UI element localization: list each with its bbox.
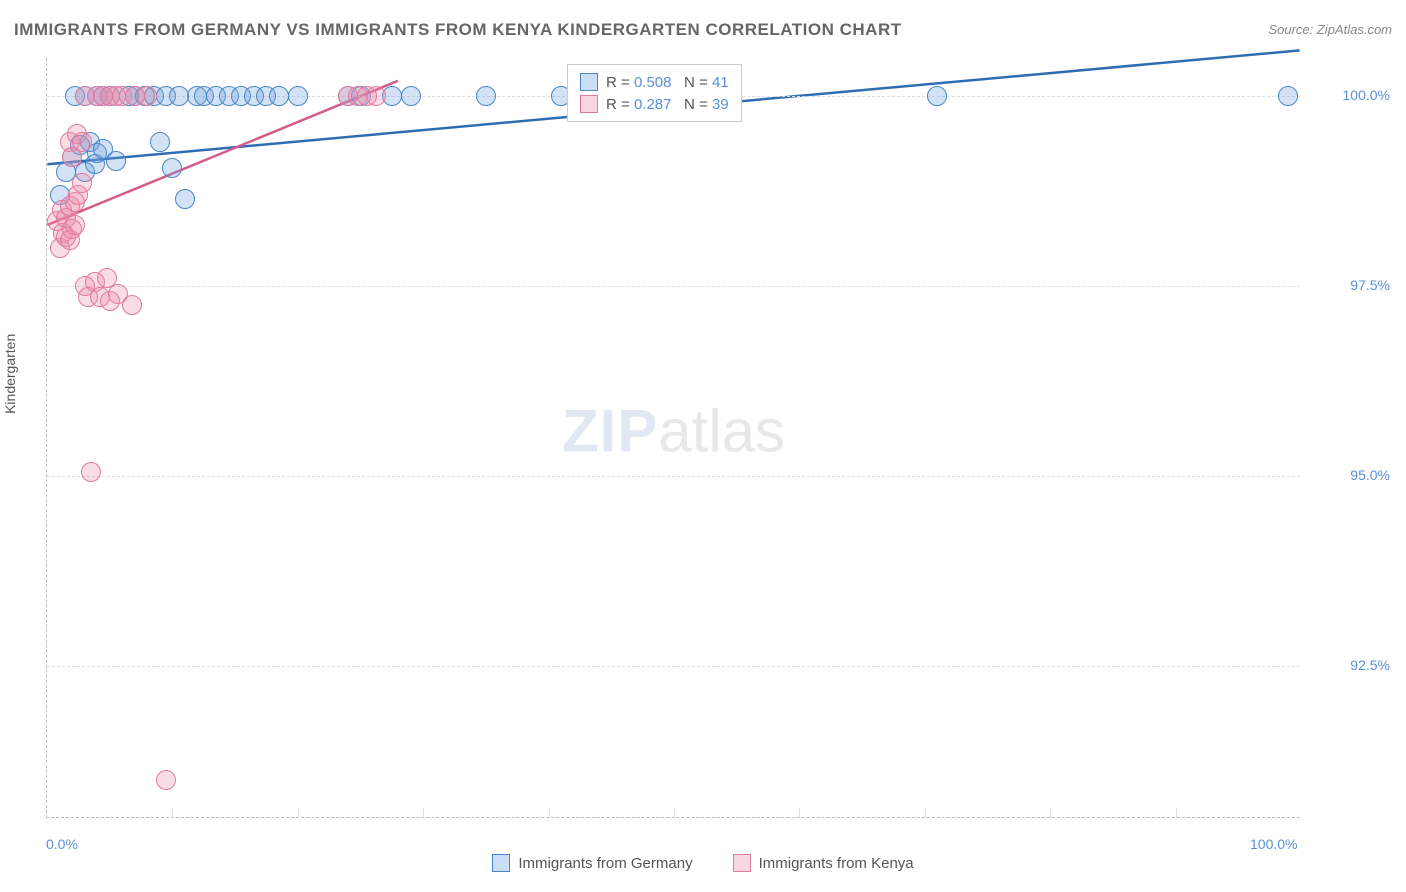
grid-tick-v [1050,808,1051,818]
bottom-legend-label: Immigrants from Kenya [759,855,914,872]
scatter-point [65,215,85,235]
grid-tick-v [925,808,926,818]
scatter-point [72,173,92,193]
bottom-legend-label: Immigrants from Germany [518,855,692,872]
legend-swatch [580,73,598,91]
chart-title: IMMIGRANTS FROM GERMANY VS IMMIGRANTS FR… [14,20,902,40]
plot-area: ZIPatlas R = 0.508 N = 41R = 0.287 N = 3… [46,58,1300,818]
legend-swatch [733,854,751,872]
y-axis-label: Kindergarten [2,334,18,414]
scatter-point [156,770,176,790]
scatter-point [150,132,170,152]
stats-legend-row: R = 0.287 N = 39 [580,93,729,115]
grid-tick-v [172,808,173,818]
y-tick-label: 97.5% [1310,277,1390,293]
x-tick-label: 0.0% [46,836,78,852]
scatter-point [169,86,189,106]
grid-tick-v [549,808,550,818]
grid-tick-v [799,808,800,818]
scatter-point [366,86,386,106]
scatter-point [927,86,947,106]
stats-legend-text: R = 0.508 N = 41 [606,74,729,91]
grid-line-h [47,666,1300,667]
y-tick-label: 95.0% [1310,467,1390,483]
y-tick-label: 92.5% [1310,657,1390,673]
scatter-point [72,132,92,152]
source-label: Source: ZipAtlas.com [1268,22,1392,37]
x-tick-label: 100.0% [1250,836,1297,852]
legend-swatch [492,854,510,872]
grid-tick-v [674,808,675,818]
scatter-point [288,86,308,106]
stats-legend: R = 0.508 N = 41 R = 0.287 N = 39 [567,64,742,122]
scatter-point [476,86,496,106]
scatter-point [106,151,126,171]
bottom-legend-item: Immigrants from Kenya [733,854,914,872]
bottom-legend-item: Immigrants from Germany [492,854,692,872]
y-tick-label: 100.0% [1310,87,1390,103]
grid-line-h [47,286,1300,287]
scatter-point [401,86,421,106]
stats-legend-text: R = 0.287 N = 39 [606,96,729,113]
scatter-point [81,462,101,482]
scatter-point [137,86,157,106]
scatter-point [1278,86,1298,106]
grid-tick-v [1176,808,1177,818]
bottom-legend: Immigrants from Germany Immigrants from K… [0,854,1406,872]
scatter-point [122,295,142,315]
grid-line-h [47,476,1300,477]
trend-lines-svg [47,58,1300,817]
grid-tick-v [298,808,299,818]
grid-tick-v [423,808,424,818]
stats-legend-row: R = 0.508 N = 41 [580,71,729,93]
scatter-point [175,189,195,209]
scatter-point [162,158,182,178]
legend-swatch [580,95,598,113]
scatter-point [269,86,289,106]
